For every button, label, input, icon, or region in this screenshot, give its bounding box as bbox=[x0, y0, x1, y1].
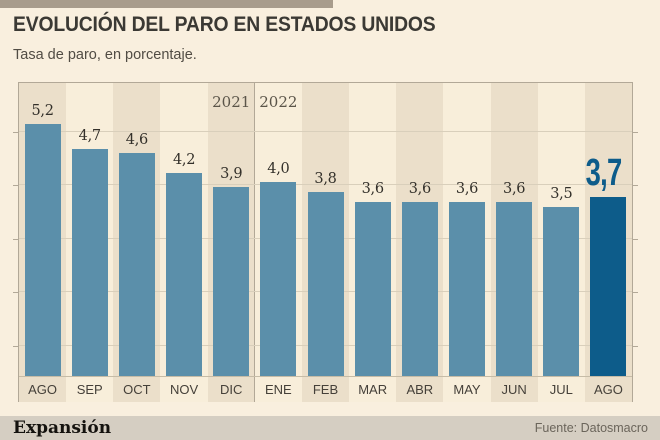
month-label: SEP bbox=[76, 382, 103, 397]
value-label: 3,6 bbox=[455, 181, 479, 197]
chart-column: 5,2 AGO bbox=[19, 83, 67, 402]
month-label: ENE bbox=[264, 382, 292, 397]
axis-tick bbox=[633, 292, 638, 293]
chart-column: 3,5 JUL bbox=[537, 83, 585, 402]
value-label: 3,6 bbox=[361, 181, 384, 197]
value-label: 3,9 bbox=[220, 166, 243, 182]
bar bbox=[401, 202, 438, 376]
year-label: 2022 bbox=[259, 93, 298, 111]
month-label: AGO bbox=[594, 382, 623, 397]
value-label: 3,5 bbox=[550, 186, 573, 202]
month-label: MAY bbox=[453, 382, 481, 397]
bar bbox=[213, 187, 250, 376]
bar bbox=[118, 153, 155, 376]
bar bbox=[307, 192, 344, 376]
year-label: 2021 bbox=[212, 93, 251, 111]
value-label: 4,0 bbox=[267, 161, 290, 177]
chart-column: 3,6 MAY bbox=[443, 83, 491, 402]
value-label: 4,6 bbox=[125, 132, 148, 148]
bar-chart: 5,2 AGO 4,7 SEP 4,6 OCT 4,2 NOV 3,9 DIC 2021 4,0 ENE… bbox=[13, 82, 638, 402]
month-label: JUL bbox=[549, 382, 573, 397]
chart-column: 4,2 NOV bbox=[160, 83, 208, 402]
axis-tick bbox=[633, 132, 638, 133]
axis-tick bbox=[13, 292, 18, 293]
value-label: 5,2 bbox=[31, 103, 54, 119]
brand-logo: Expansión bbox=[13, 418, 112, 438]
chart-title: EVOLUCIÓN DEL PARO EN ESTADOS UNIDOS bbox=[13, 12, 436, 36]
axis-tick bbox=[13, 239, 18, 240]
value-label: 3,6 bbox=[408, 181, 431, 197]
axis-tick bbox=[13, 132, 18, 133]
chart-subtitle: Tasa de paro, en porcentaje. bbox=[13, 47, 197, 63]
chart-column: 3,6 JUN bbox=[490, 83, 538, 402]
bar-highlighted bbox=[590, 197, 627, 376]
month-label: MAR bbox=[358, 382, 388, 397]
bar bbox=[448, 202, 485, 376]
axis-tick bbox=[633, 185, 638, 186]
chart-column: 4,6 OCT bbox=[113, 83, 161, 402]
value-label: 3,7 bbox=[585, 152, 622, 194]
footer: Expansión Fuente: Datosmacro bbox=[0, 416, 660, 440]
top-accent-bar bbox=[0, 0, 333, 8]
month-label: AGO bbox=[28, 382, 58, 397]
bar bbox=[166, 173, 203, 376]
axis-tick bbox=[13, 346, 18, 347]
year-divider bbox=[253, 83, 255, 402]
bar bbox=[543, 207, 580, 376]
bar bbox=[496, 202, 533, 376]
chart-column: 3,7 AGO bbox=[584, 83, 633, 402]
axis-tick bbox=[633, 346, 638, 347]
month-label: OCT bbox=[123, 382, 151, 397]
gridline bbox=[19, 131, 632, 132]
chart-column: 4,0 ENE 2022 bbox=[254, 83, 302, 402]
bar bbox=[24, 124, 61, 376]
month-label: ABR bbox=[406, 382, 434, 397]
axis-tick bbox=[633, 239, 638, 240]
x-axis-baseline bbox=[19, 376, 632, 377]
chart-column: 3,9 DIC 2021 bbox=[207, 83, 255, 402]
bar bbox=[71, 149, 108, 376]
source-credit: Fuente: Datosmacro bbox=[534, 421, 648, 435]
value-label: 4,2 bbox=[172, 152, 196, 168]
chart-column: 3,6 ABR bbox=[396, 83, 444, 402]
plot-area: 5,2 AGO 4,7 SEP 4,6 OCT 4,2 NOV 3,9 DIC 2021 4,0 ENE… bbox=[19, 83, 633, 402]
bar bbox=[260, 182, 297, 376]
value-label: 4,7 bbox=[78, 128, 101, 144]
month-label: DIC bbox=[220, 382, 243, 397]
value-label: 3,8 bbox=[314, 171, 337, 187]
axis-tick bbox=[13, 185, 18, 186]
chart-column: 3,6 MAR bbox=[349, 83, 397, 402]
chart-column: 4,7 SEP bbox=[66, 83, 114, 402]
chart-column: 3,8 FEB bbox=[301, 83, 350, 402]
value-label: 3,6 bbox=[503, 181, 526, 197]
month-label: NOV bbox=[169, 382, 199, 397]
month-label: JUN bbox=[501, 382, 527, 397]
month-label: FEB bbox=[312, 382, 339, 397]
bar bbox=[354, 202, 391, 376]
gridline bbox=[19, 184, 632, 185]
